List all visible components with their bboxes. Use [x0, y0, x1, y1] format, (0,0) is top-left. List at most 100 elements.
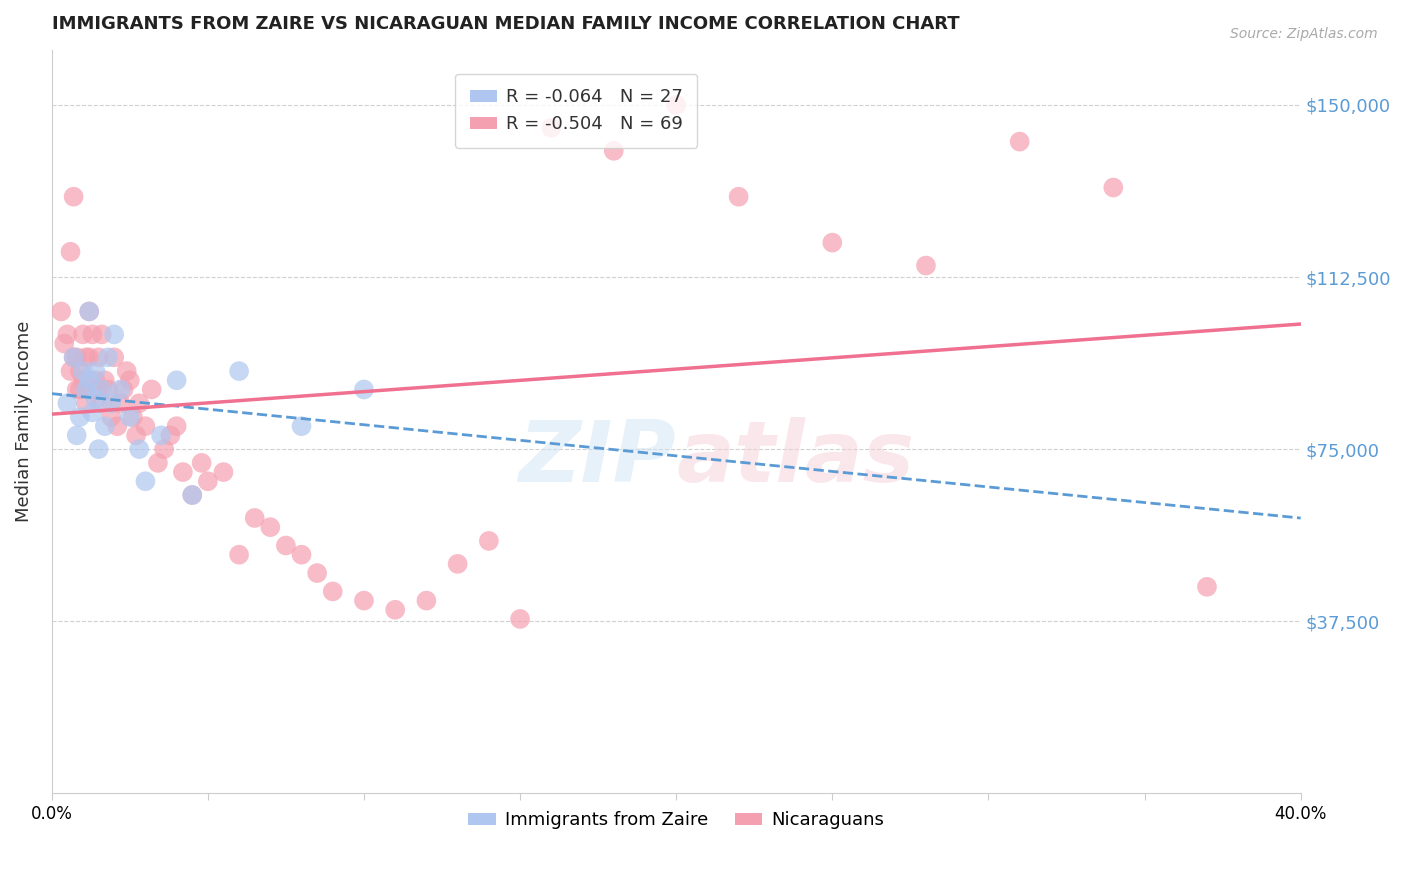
Point: [446, 557, 468, 571]
Legend: Immigrants from Zaire, Nicaraguans: Immigrants from Zaire, Nicaraguans: [461, 804, 891, 837]
Point: [322, 584, 344, 599]
Point: [134, 419, 156, 434]
Point: [125, 428, 148, 442]
Point: [103, 327, 125, 342]
Point: [1102, 180, 1125, 194]
Point: [75, 383, 97, 397]
Point: [112, 383, 135, 397]
Point: [66, 428, 89, 442]
Point: [77, 304, 100, 318]
Point: [821, 235, 844, 250]
Point: [243, 511, 266, 525]
Point: [181, 488, 204, 502]
Point: [72, 364, 94, 378]
Point: [603, 144, 626, 158]
Point: [915, 259, 938, 273]
Text: atlas: atlas: [676, 417, 914, 500]
Point: [90, 327, 112, 342]
Point: [56, 396, 79, 410]
Point: [1008, 135, 1031, 149]
Point: [290, 548, 312, 562]
Point: [97, 383, 120, 397]
Point: [259, 520, 281, 534]
Point: [118, 373, 141, 387]
Point: [49, 304, 72, 318]
Point: [128, 396, 150, 410]
Point: [75, 396, 97, 410]
Point: [153, 442, 176, 457]
Point: [82, 327, 104, 342]
Point: [110, 396, 132, 410]
Point: [69, 364, 91, 378]
Point: [228, 548, 250, 562]
Point: [59, 244, 82, 259]
Point: [62, 190, 84, 204]
Point: [509, 612, 531, 626]
Point: [150, 428, 173, 442]
Text: IMMIGRANTS FROM ZAIRE VS NICARAGUAN MEDIAN FAMILY INCOME CORRELATION CHART: IMMIGRANTS FROM ZAIRE VS NICARAGUAN MEDI…: [52, 15, 959, 33]
Y-axis label: Median Family Income: Median Family Income: [15, 321, 32, 523]
Point: [77, 351, 100, 365]
Point: [100, 409, 122, 424]
Point: [75, 351, 97, 365]
Point: [190, 456, 212, 470]
Point: [353, 593, 375, 607]
Point: [181, 488, 204, 502]
Point: [94, 373, 117, 387]
Point: [62, 351, 84, 365]
Point: [122, 409, 145, 424]
Point: [115, 364, 138, 378]
Point: [87, 351, 110, 365]
Point: [540, 120, 562, 135]
Point: [134, 475, 156, 489]
Point: [66, 351, 89, 365]
Point: [212, 465, 235, 479]
Point: [82, 405, 104, 419]
Point: [90, 383, 112, 397]
Point: [72, 327, 94, 342]
Point: [84, 364, 107, 378]
Point: [172, 465, 194, 479]
Point: [103, 351, 125, 365]
Point: [290, 419, 312, 434]
Point: [97, 351, 120, 365]
Point: [353, 383, 375, 397]
Point: [228, 364, 250, 378]
Point: [415, 593, 437, 607]
Point: [274, 539, 297, 553]
Point: [82, 383, 104, 397]
Point: [56, 327, 79, 342]
Point: [105, 419, 128, 434]
Point: [118, 409, 141, 424]
Point: [727, 190, 749, 204]
Point: [87, 442, 110, 457]
Point: [141, 383, 163, 397]
Point: [166, 373, 188, 387]
Text: Source: ZipAtlas.com: Source: ZipAtlas.com: [1230, 27, 1378, 41]
Point: [128, 442, 150, 457]
Point: [84, 373, 107, 387]
Point: [66, 383, 89, 397]
Point: [166, 419, 188, 434]
Point: [77, 373, 100, 387]
Point: [197, 475, 219, 489]
Point: [69, 409, 91, 424]
Point: [307, 566, 329, 580]
Text: ZIP: ZIP: [519, 417, 676, 500]
Point: [62, 351, 84, 365]
Point: [146, 456, 169, 470]
Point: [87, 383, 110, 397]
Point: [94, 419, 117, 434]
Point: [84, 392, 107, 406]
Point: [478, 533, 501, 548]
Point: [110, 383, 132, 397]
Point: [159, 428, 181, 442]
Point: [53, 336, 76, 351]
Point: [90, 396, 112, 410]
Point: [72, 373, 94, 387]
Point: [100, 396, 122, 410]
Point: [77, 304, 100, 318]
Point: [69, 383, 91, 397]
Point: [665, 98, 688, 112]
Point: [384, 603, 406, 617]
